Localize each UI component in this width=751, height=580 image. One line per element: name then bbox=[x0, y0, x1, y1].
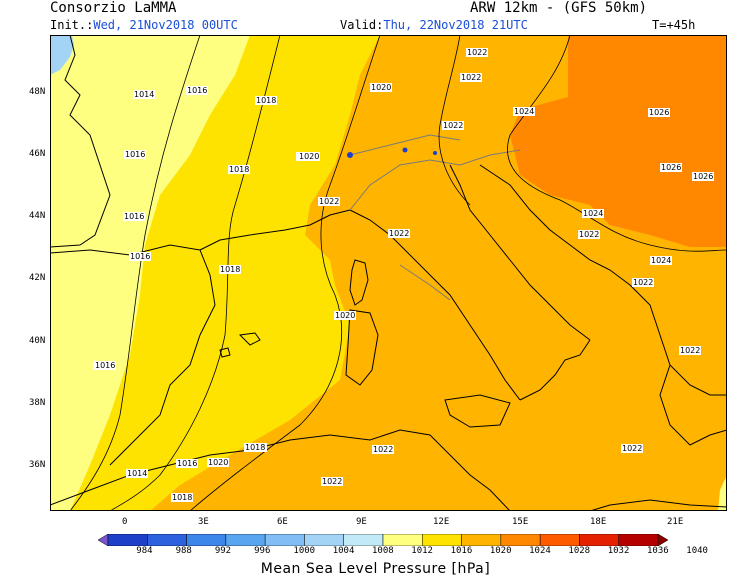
isobar-label: 1020 bbox=[334, 311, 357, 320]
isobar-label: 1018 bbox=[255, 96, 278, 105]
borders bbox=[349, 134, 521, 301]
isobar-label: 1022 bbox=[621, 444, 644, 453]
band-1012-1016 bbox=[50, 35, 250, 511]
isobar-label: 1022 bbox=[442, 121, 465, 130]
colorbar-over-arrow bbox=[657, 534, 668, 546]
isobar-label: 1024 bbox=[582, 209, 605, 218]
lead-time: T=+45h bbox=[652, 18, 696, 32]
colorbar-swatch bbox=[461, 534, 502, 546]
colorbar-swatch bbox=[304, 534, 344, 546]
lon-label: 18E bbox=[590, 517, 607, 527]
valid-time: Valid:Thu, 22Nov2018 21UTC bbox=[340, 18, 528, 32]
lon-label: 0 bbox=[122, 517, 128, 527]
isobar-label: 1016 bbox=[123, 212, 146, 221]
isobar-label: 1014 bbox=[126, 469, 149, 478]
isobar-label: 1016 bbox=[129, 252, 152, 261]
lon-label: 12E bbox=[433, 517, 450, 527]
isobar-label: 1022 bbox=[388, 229, 411, 238]
colorbar-tick-label: 1032 bbox=[607, 546, 630, 556]
isobar-label: 1022 bbox=[466, 48, 489, 57]
isobar-label: 1022 bbox=[679, 346, 702, 355]
colorbar-swatch bbox=[382, 534, 423, 546]
lon-label: 3E bbox=[198, 517, 209, 527]
colorbar-swatch bbox=[107, 534, 148, 546]
colorbar-tick-label: 1000 bbox=[293, 546, 316, 556]
colorbar-tick-label: 996 bbox=[254, 546, 271, 556]
isobar-label: 1018 bbox=[171, 493, 194, 502]
lon-label: 21E bbox=[667, 517, 684, 527]
lat-label: 42N bbox=[29, 273, 46, 283]
colorbar-title: Mean Sea Level Pressure [hPa] bbox=[260, 561, 491, 577]
colorbar-swatch bbox=[264, 534, 305, 546]
lakes bbox=[347, 147, 437, 158]
isobar-label: 1022 bbox=[578, 230, 601, 239]
isobar-label: 1022 bbox=[321, 477, 344, 486]
init-label: Init.: bbox=[50, 18, 94, 32]
isobar-label: 1016 bbox=[94, 361, 117, 370]
isobar-label: 1024 bbox=[513, 107, 536, 116]
isobar-label: 1022 bbox=[372, 445, 395, 454]
lat-label: 40N bbox=[29, 336, 46, 346]
model-title: ARW 12km - (GFS 50km) bbox=[470, 0, 648, 16]
org-title: Consorzio LaMMA bbox=[50, 0, 177, 16]
colorbar-swatch bbox=[579, 534, 619, 546]
pressure-map bbox=[50, 35, 727, 511]
init-time: Init.:Wed, 21Nov2018 00UTC bbox=[50, 18, 238, 32]
valid-label: Valid: bbox=[340, 18, 384, 32]
colorbar-tick-label: 992 bbox=[214, 546, 232, 556]
lat-label: 48N bbox=[29, 87, 46, 97]
colorbar-tick-label: 1040 bbox=[686, 546, 708, 556]
isobar-label: 1026 bbox=[660, 163, 683, 172]
colorbar-swatch bbox=[186, 534, 227, 546]
colorbar-tick-label: 988 bbox=[175, 546, 192, 556]
isobar-label: 1026 bbox=[648, 108, 671, 117]
isobar-label: 1020 bbox=[370, 83, 393, 92]
isobar-label: 1016 bbox=[124, 150, 147, 159]
colorbar-swatch bbox=[618, 534, 659, 546]
isobar-label: 1022 bbox=[318, 197, 341, 206]
colorbar-tick-label: 1012 bbox=[411, 546, 433, 556]
colorbar-swatch bbox=[343, 534, 384, 546]
band-small-yellow bbox=[718, 475, 727, 511]
colorbar-tick-label: 1024 bbox=[529, 546, 551, 556]
colorbar-tick-label: 1036 bbox=[647, 546, 669, 556]
lat-label: 46N bbox=[29, 149, 46, 159]
isobar-label: 1018 bbox=[219, 265, 242, 274]
colorbar-tick-label: 1004 bbox=[332, 546, 355, 556]
colorbar bbox=[98, 534, 668, 546]
lon-label: 9E bbox=[356, 517, 367, 527]
isobar-label: 1022 bbox=[460, 73, 483, 82]
colorbar-tick-label: 1020 bbox=[489, 546, 512, 556]
lat-label: 38N bbox=[29, 398, 46, 408]
isobar-label: 1016 bbox=[176, 459, 199, 468]
valid-value: Thu, 22Nov2018 21UTC bbox=[383, 18, 528, 32]
colorbar-under-arrow bbox=[98, 534, 109, 546]
colorbar-swatch bbox=[539, 534, 580, 546]
isobar-label: 1020 bbox=[207, 458, 230, 467]
band-1008-1012 bbox=[50, 35, 74, 75]
lat-label: 44N bbox=[29, 211, 46, 221]
colorbar-swatch bbox=[422, 534, 462, 546]
isobar-label: 1020 bbox=[298, 152, 321, 161]
colorbar-tick-label: 1028 bbox=[568, 546, 591, 556]
isobar-label: 1016 bbox=[186, 86, 209, 95]
lon-label: 6E bbox=[277, 517, 288, 527]
colorbar-swatch bbox=[225, 534, 266, 546]
isobar-label: 1026 bbox=[692, 172, 715, 181]
isobar-label: 1022 bbox=[632, 278, 655, 287]
lon-label: 15E bbox=[512, 517, 529, 527]
map-frame bbox=[50, 35, 727, 511]
lat-label: 36N bbox=[29, 460, 46, 470]
colorbar-swatch bbox=[500, 534, 541, 546]
isobar-label: 1014 bbox=[133, 90, 156, 99]
colorbar-tick-label: 1008 bbox=[372, 546, 394, 556]
isobar-label: 1018 bbox=[244, 443, 267, 452]
colorbar-tick-label: 1016 bbox=[450, 546, 473, 556]
isobar-label: 1018 bbox=[228, 165, 251, 174]
init-value: Wed, 21Nov2018 00UTC bbox=[93, 18, 238, 32]
isobar-label: 1024 bbox=[650, 256, 673, 265]
colorbar-tick-label: 984 bbox=[136, 546, 153, 556]
colorbar-swatch bbox=[147, 534, 187, 546]
